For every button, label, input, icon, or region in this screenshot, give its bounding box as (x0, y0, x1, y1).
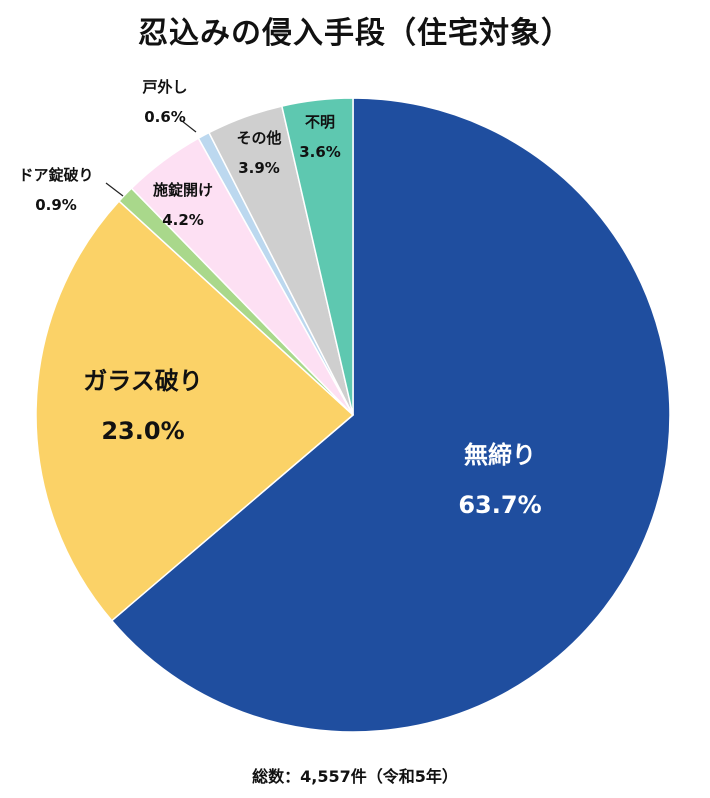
pie-slice-7 (280, 97, 354, 416)
slice-label-value: 23.0% (101, 417, 184, 445)
slice-label-value: 3.9% (238, 159, 280, 177)
pie-slice-1 (110, 97, 671, 733)
slice-label-name: 無締り (464, 441, 536, 469)
leader-lines (105, 120, 197, 197)
slice-label-value: 4.2% (162, 211, 204, 229)
slice-labels: 無締り 63.7% ガラス破り 23.0% ドア錠破り 0.9% 施錠開け 4.2% 戸外し 0.… (18, 78, 541, 519)
pie-slices (35, 97, 671, 733)
slice-label-value: 0.6% (144, 108, 186, 126)
slice-label-value: 0.9% (35, 196, 77, 214)
slice-label-name: 施錠開け (153, 181, 213, 199)
leader-line (181, 120, 197, 133)
slice-label-value: 63.7% (458, 491, 541, 519)
leader-line (105, 182, 124, 197)
slice-label-name: 不明 (305, 113, 335, 131)
slice-label-name: ガラス破り (83, 367, 203, 395)
pie-slice-2 (35, 200, 355, 622)
chart-title: 忍込みの侵入手段（住宅対象） (138, 16, 572, 51)
slice-label-name: 戸外し (142, 78, 187, 96)
slice-label-name: ドア錠破り (18, 166, 93, 184)
total-count-note: 総数：4,557件（令和5年） (252, 767, 458, 786)
slice-label-value: 3.6% (299, 143, 341, 161)
slice-label-name: その他 (236, 129, 281, 147)
